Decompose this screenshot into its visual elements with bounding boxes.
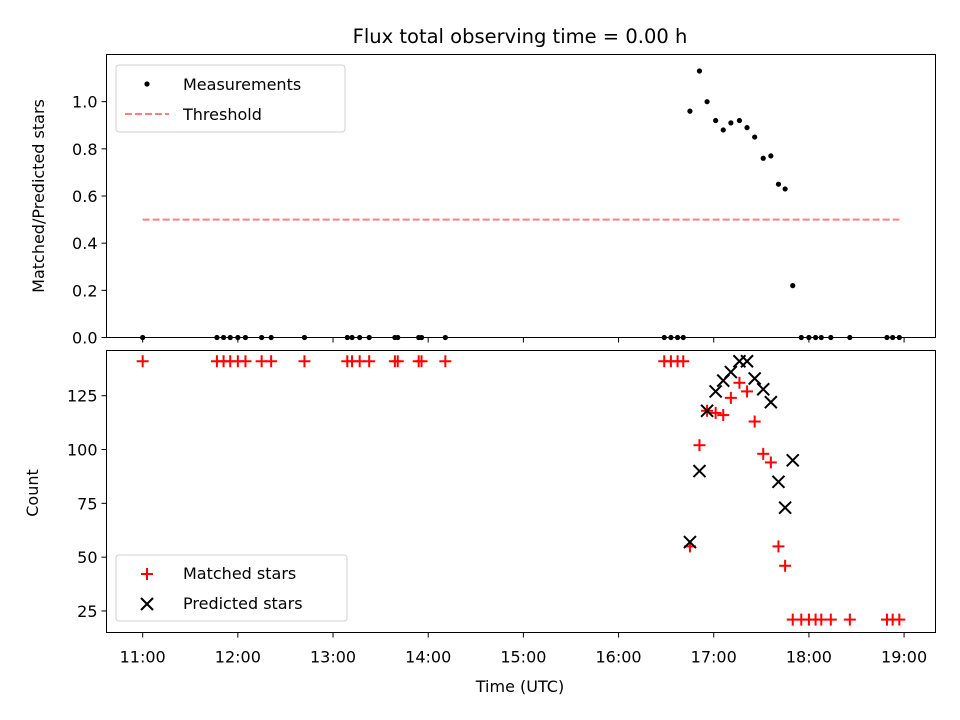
x-axis-label: Time (UTC) bbox=[475, 677, 564, 696]
legend-predicted-marker bbox=[140, 597, 154, 611]
measurement-point bbox=[736, 117, 743, 124]
matched-star-point bbox=[772, 540, 785, 553]
bottom-y-tick-label: 100 bbox=[67, 441, 98, 460]
measurement-point bbox=[687, 108, 693, 114]
matched-star-point bbox=[893, 613, 906, 626]
measurement-point bbox=[752, 134, 758, 140]
measurement-point bbox=[696, 68, 703, 74]
matched-star-point bbox=[391, 355, 404, 368]
top-y-tick-label: 0.6 bbox=[72, 187, 97, 206]
x-tick-label: 18:00 bbox=[786, 648, 832, 667]
matched-star-point bbox=[733, 376, 746, 389]
matched-star-point bbox=[779, 559, 792, 572]
matched-star-point bbox=[717, 409, 730, 422]
top-y-tick-label: 0.0 bbox=[72, 329, 97, 348]
measurement-point bbox=[720, 127, 726, 133]
predicted-star-point bbox=[700, 404, 714, 418]
predicted-star-point bbox=[692, 464, 707, 478]
x-tick-label: 11:00 bbox=[120, 648, 166, 667]
measurement-point bbox=[744, 125, 750, 131]
predicted-star-point bbox=[756, 382, 770, 396]
matched-star-point bbox=[741, 385, 754, 398]
legend-measurements-marker bbox=[144, 81, 150, 87]
bottom-panel: 25 50 75 100 125 11:00 12:00 13:00 14:00 15:00 16… bbox=[23, 350, 936, 696]
predicted-star-point bbox=[764, 395, 778, 409]
bottom-axes-frame bbox=[106, 350, 936, 633]
predicted-star-point bbox=[683, 535, 697, 549]
bottom-data-marks bbox=[136, 354, 906, 626]
matched-star-point bbox=[677, 355, 690, 368]
measurement-point bbox=[790, 283, 796, 289]
top-legend-box bbox=[115, 64, 346, 133]
matched-star-point bbox=[764, 456, 777, 469]
matched-star-point bbox=[748, 415, 761, 428]
legend-predicted-label: Predicted stars bbox=[183, 594, 303, 613]
predicted-star-point bbox=[771, 475, 786, 489]
matched-star-point bbox=[757, 447, 770, 460]
matched-star-point bbox=[265, 355, 278, 368]
matched-star-point bbox=[693, 439, 706, 452]
matched-star-point bbox=[415, 355, 428, 368]
measurement-point bbox=[728, 120, 734, 126]
top-y-tick-label: 0.2 bbox=[72, 281, 97, 300]
predicted-star-point bbox=[778, 500, 792, 515]
bottom-x-axis: 11:00 12:00 13:00 14:00 15:00 16:00 17:00 18:00… bbox=[120, 632, 927, 667]
x-tick-label: 17:00 bbox=[691, 648, 737, 667]
predicted-star-point bbox=[747, 371, 762, 386]
x-tick-label: 13:00 bbox=[310, 648, 356, 667]
bottom-y-tick-label: 125 bbox=[67, 387, 98, 406]
measurement-point bbox=[704, 99, 710, 105]
bottom-legend: Matched stars Predicted stars bbox=[115, 554, 348, 622]
bottom-y-axis-label: Count bbox=[23, 469, 42, 517]
predicted-star-point bbox=[724, 365, 738, 379]
predicted-star-point bbox=[740, 354, 754, 368]
matched-star-point bbox=[136, 355, 149, 368]
bottom-legend-box bbox=[115, 554, 348, 622]
measurement-point bbox=[713, 117, 719, 124]
top-x-ticks bbox=[142, 337, 905, 343]
matched-star-point bbox=[439, 355, 452, 368]
matched-star-point bbox=[363, 355, 376, 368]
top-panel: 0.0 0.2 0.4 0.6 0.8 1.0 Matched/Predicted sta… bbox=[29, 54, 936, 348]
matched-star-point bbox=[824, 613, 837, 626]
top-y-tick-label: 1.0 bbox=[72, 93, 97, 112]
top-y-tick-label: 0.4 bbox=[72, 234, 97, 253]
measurement-point bbox=[782, 186, 788, 192]
x-tick-label: 16:00 bbox=[596, 648, 642, 667]
legend-measurements-label: Measurements bbox=[183, 75, 301, 94]
matched-star-point bbox=[843, 613, 856, 626]
legend-matched-marker bbox=[141, 568, 153, 580]
top-y-axis: 0.0 0.2 0.4 0.6 0.8 1.0 bbox=[72, 93, 107, 348]
bottom-y-tick-label: 50 bbox=[77, 548, 97, 567]
top-legend: Measurements Threshold bbox=[115, 64, 346, 133]
measurement-point bbox=[775, 181, 782, 187]
measurement-point bbox=[760, 155, 766, 161]
legend-matched-label: Matched stars bbox=[183, 564, 296, 583]
predicted-star-point bbox=[786, 453, 800, 467]
bottom-y-tick-label: 75 bbox=[77, 494, 97, 513]
x-tick-label: 15:00 bbox=[500, 648, 546, 667]
top-y-tick-label: 0.8 bbox=[72, 140, 97, 159]
matched-star-point bbox=[298, 355, 311, 368]
measurement-point bbox=[768, 153, 774, 159]
matched-star-point bbox=[724, 391, 737, 404]
x-tick-label: 14:00 bbox=[405, 648, 451, 667]
x-tick-label: 12:00 bbox=[215, 648, 261, 667]
x-tick-label: 19:00 bbox=[881, 648, 927, 667]
top-y-axis-label: Matched/Predicted stars bbox=[29, 99, 48, 293]
matched-star-point bbox=[239, 355, 252, 368]
bottom-y-axis: 25 50 75 100 125 bbox=[67, 387, 107, 621]
legend-threshold-label: Threshold bbox=[182, 105, 262, 124]
matched-star-point bbox=[709, 406, 722, 419]
predicted-star-point bbox=[708, 384, 723, 399]
top-chart-title: Flux total observing time = 0.00 h bbox=[353, 25, 688, 48]
bottom-y-tick-label: 25 bbox=[77, 602, 97, 621]
